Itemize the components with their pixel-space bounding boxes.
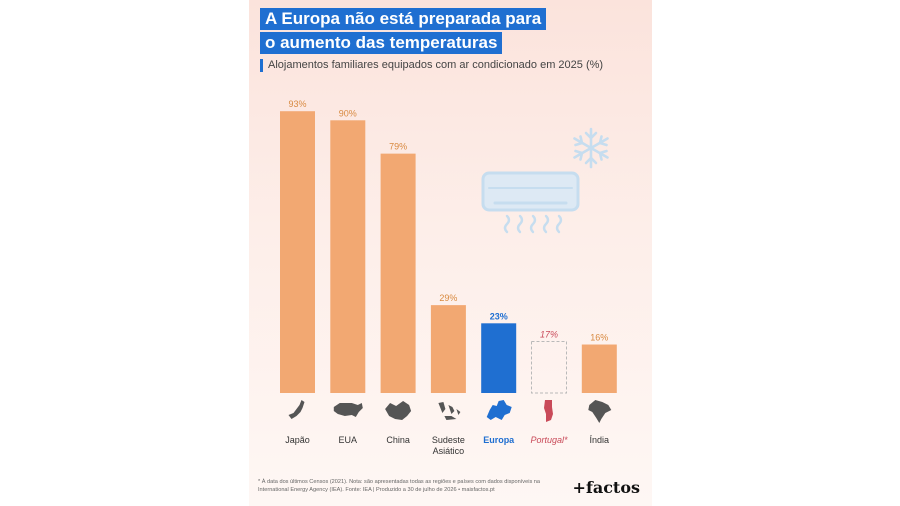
infographic-card: A Europa não está preparada para o aumen… (249, 0, 652, 506)
footnote-line-2: International Energy Agency (IEA). Fonte… (258, 487, 495, 493)
value-label-europa: 23% (490, 311, 508, 321)
bar-chart: 93% Japão 90% EUA 79% China 29% SudesteAsiático… (280, 99, 617, 456)
bar-eua (330, 120, 366, 394)
footnote: * À data dos últimos Censos (2021). Nota… (258, 478, 558, 494)
map-eua-icon (333, 403, 363, 417)
subtitle: Alojamentos familiares equipados com ar … (260, 59, 603, 72)
bar-china (380, 153, 416, 393)
category-label-sudeste-asiatico: Asiático (433, 446, 465, 456)
bar-india (581, 344, 617, 393)
category-label-eua: EUA (339, 435, 358, 445)
map-japao-icon (288, 400, 305, 419)
title-line-2: o aumento das temperaturas (260, 32, 503, 54)
value-label-india: 16% (590, 333, 608, 343)
air-conditioner-icon (481, 171, 580, 234)
map-india-icon (588, 400, 612, 423)
bar-sudeste-asiatico (430, 305, 466, 393)
map-china-icon (385, 401, 412, 420)
category-label-europa: Europa (483, 435, 515, 445)
category-label-sudeste-asiatico: Sudeste (432, 435, 465, 445)
value-label-china: 79% (389, 142, 407, 152)
value-label-sudeste-asiatico: 29% (439, 293, 457, 303)
bars-layer (280, 111, 617, 394)
bar-europa (481, 323, 517, 393)
value-label-japao: 93% (288, 99, 306, 109)
footnote-line-1: * À data dos últimos Censos (2021). Nota… (258, 479, 541, 485)
category-label-japao: Japão (285, 435, 310, 445)
snowflake-icon (573, 127, 609, 169)
category-label-india: Índia (590, 435, 610, 445)
brand-logo: +factos (572, 478, 640, 497)
bar-portugal (531, 340, 567, 394)
bar-japao (280, 111, 315, 394)
value-label-portugal: 17% (540, 329, 558, 339)
labels-layer: 93% Japão 90% EUA 79% China 29% SudesteAsiático… (285, 99, 609, 456)
title-line-1: A Europa não está preparada para (260, 8, 547, 30)
value-label-eua: 90% (339, 108, 357, 118)
country-maps (288, 400, 612, 423)
map-portugal-icon (544, 400, 553, 422)
map-sudeste-asiatico-icon (438, 402, 461, 420)
category-label-china: China (386, 435, 410, 445)
map-europa-icon (486, 400, 512, 420)
category-label-portugal: Portugal* (530, 435, 568, 445)
